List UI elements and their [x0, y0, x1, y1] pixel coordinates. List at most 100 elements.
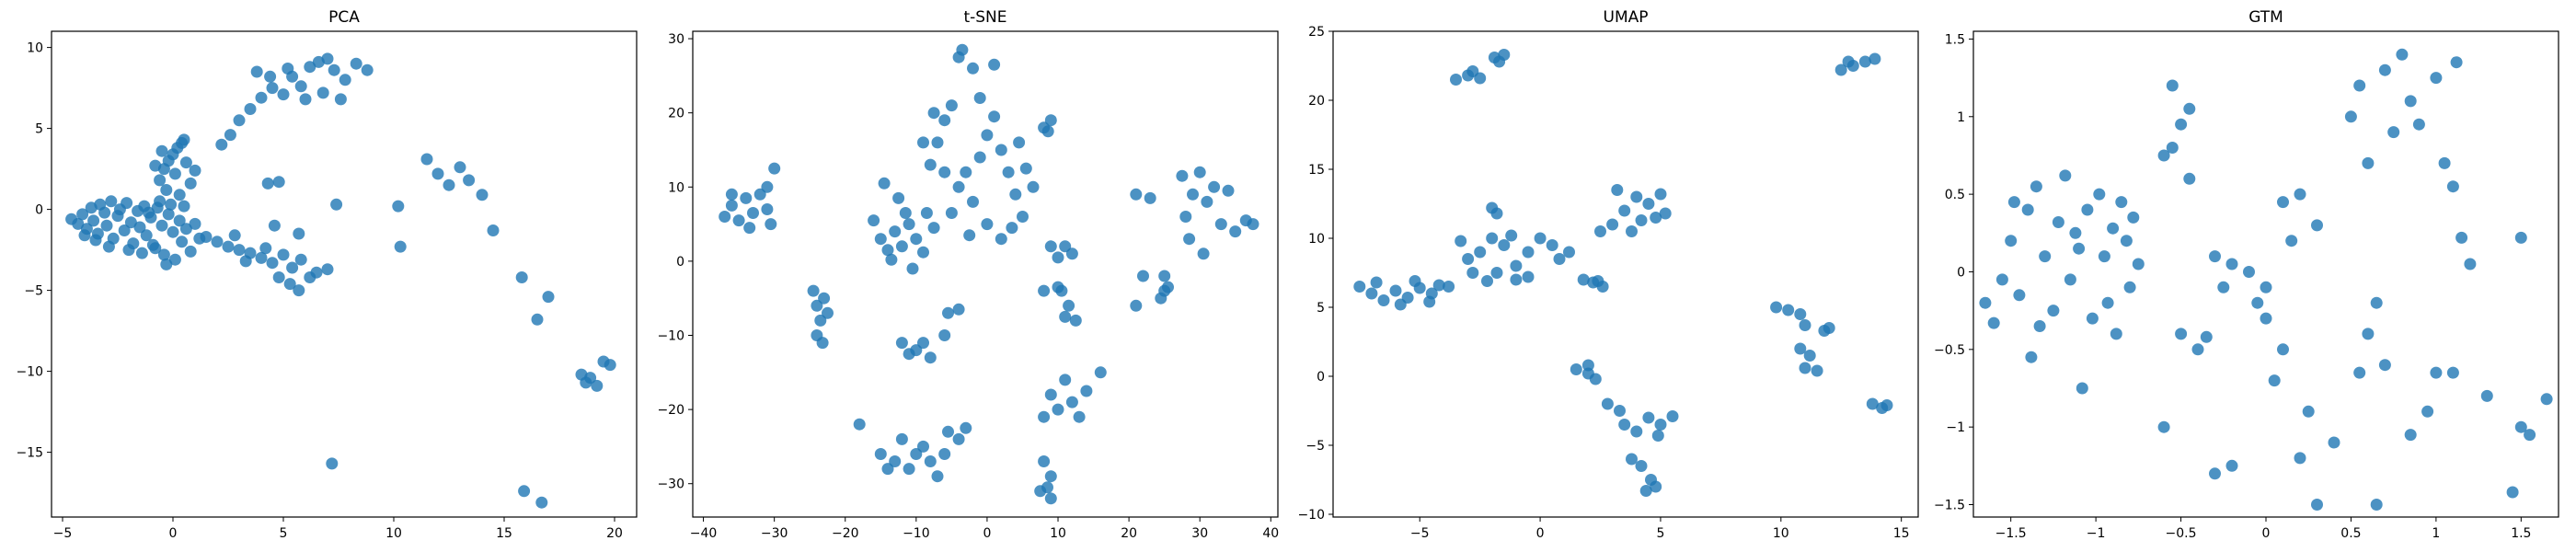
data-point — [277, 248, 290, 261]
data-point — [1377, 294, 1390, 306]
data-point — [1006, 222, 1018, 235]
data-point — [178, 133, 190, 146]
data-point — [2353, 79, 2366, 92]
data-point — [1611, 184, 1624, 196]
data-point — [133, 221, 146, 234]
data-point — [878, 177, 891, 190]
data-point — [1041, 125, 1054, 138]
data-point — [1193, 166, 1206, 178]
x-tick-label: 20 — [606, 526, 623, 541]
data-point — [1486, 232, 1499, 245]
data-point — [2285, 235, 2298, 247]
data-point — [942, 306, 954, 319]
data-point — [1201, 195, 1213, 208]
data-point — [1038, 284, 1051, 297]
data-point — [78, 229, 91, 242]
data-point — [1498, 239, 1511, 251]
data-point — [233, 244, 246, 257]
y-tick-label: 10 — [27, 41, 43, 56]
data-point — [885, 253, 898, 266]
data-point — [2387, 126, 2400, 139]
data-point — [1353, 281, 1366, 293]
data-point — [903, 218, 915, 231]
data-point — [814, 314, 827, 327]
data-point — [1052, 281, 1064, 293]
y-tick-label: 10 — [668, 180, 684, 195]
data-point — [1490, 267, 1503, 279]
data-point — [1183, 233, 1196, 246]
data-point — [2455, 231, 2468, 244]
data-point — [2101, 296, 2114, 309]
data-point — [2107, 222, 2120, 235]
data-point — [420, 153, 433, 166]
data-point — [2277, 196, 2289, 209]
data-point — [1811, 364, 1823, 377]
data-point — [487, 224, 500, 236]
data-point — [463, 174, 476, 187]
data-point — [321, 263, 334, 276]
data-point — [2115, 196, 2128, 209]
data-point — [924, 455, 937, 467]
data-point — [176, 236, 189, 248]
data-point — [542, 291, 555, 304]
data-point — [1522, 270, 1535, 283]
x-tick-label: 5 — [280, 526, 288, 541]
data-point — [1009, 188, 1022, 201]
y-tick-label: −1 — [1946, 420, 1965, 435]
data-point — [2047, 305, 2060, 317]
data-point — [1137, 270, 1149, 282]
data-point — [189, 217, 201, 230]
y-tick-label: 5 — [1317, 301, 1325, 316]
x-tick-label: 40 — [1262, 526, 1279, 541]
data-point — [394, 240, 407, 253]
y-tick-label: −10 — [1297, 508, 1325, 523]
data-point — [1606, 218, 1619, 231]
data-point — [1823, 322, 1835, 334]
data-point — [1630, 425, 1643, 438]
data-point — [1592, 275, 1604, 287]
data-point — [2005, 235, 2018, 247]
data-point — [1019, 162, 1032, 175]
data-point — [963, 229, 976, 242]
data-point — [2450, 56, 2463, 69]
data-point — [2064, 273, 2076, 286]
data-point — [740, 191, 753, 204]
data-point — [725, 188, 738, 201]
data-point — [168, 253, 181, 266]
data-point — [1834, 63, 1847, 76]
data-point — [266, 82, 279, 95]
data-point — [2132, 258, 2145, 270]
data-point — [160, 258, 173, 270]
data-point — [167, 225, 179, 238]
data-point — [135, 247, 148, 259]
data-point — [2123, 281, 2136, 293]
data-point — [924, 158, 937, 171]
data-point — [1635, 460, 1648, 472]
data-point — [264, 70, 277, 83]
data-point — [1799, 319, 1811, 331]
data-point — [143, 206, 155, 219]
data-point — [2294, 452, 2306, 465]
data-point — [920, 207, 933, 219]
x-tick-label: −5 — [1410, 526, 1430, 541]
data-point — [1581, 359, 1594, 372]
data-point — [1094, 366, 1107, 379]
data-point — [2514, 420, 2527, 433]
data-point — [224, 129, 236, 142]
data-point — [822, 306, 834, 319]
data-point — [1162, 281, 1174, 293]
data-point — [2081, 203, 2094, 216]
data-point — [165, 198, 178, 211]
data-point — [2421, 405, 2434, 418]
data-point — [973, 92, 986, 104]
data-point — [761, 203, 774, 215]
data-point — [1799, 362, 1811, 374]
data-point — [160, 184, 173, 196]
data-point — [768, 162, 781, 175]
data-point — [339, 74, 351, 86]
data-point — [1995, 273, 2008, 286]
data-point — [122, 244, 135, 257]
umap-title: UMAP — [1604, 8, 1649, 27]
data-point — [1038, 410, 1051, 423]
